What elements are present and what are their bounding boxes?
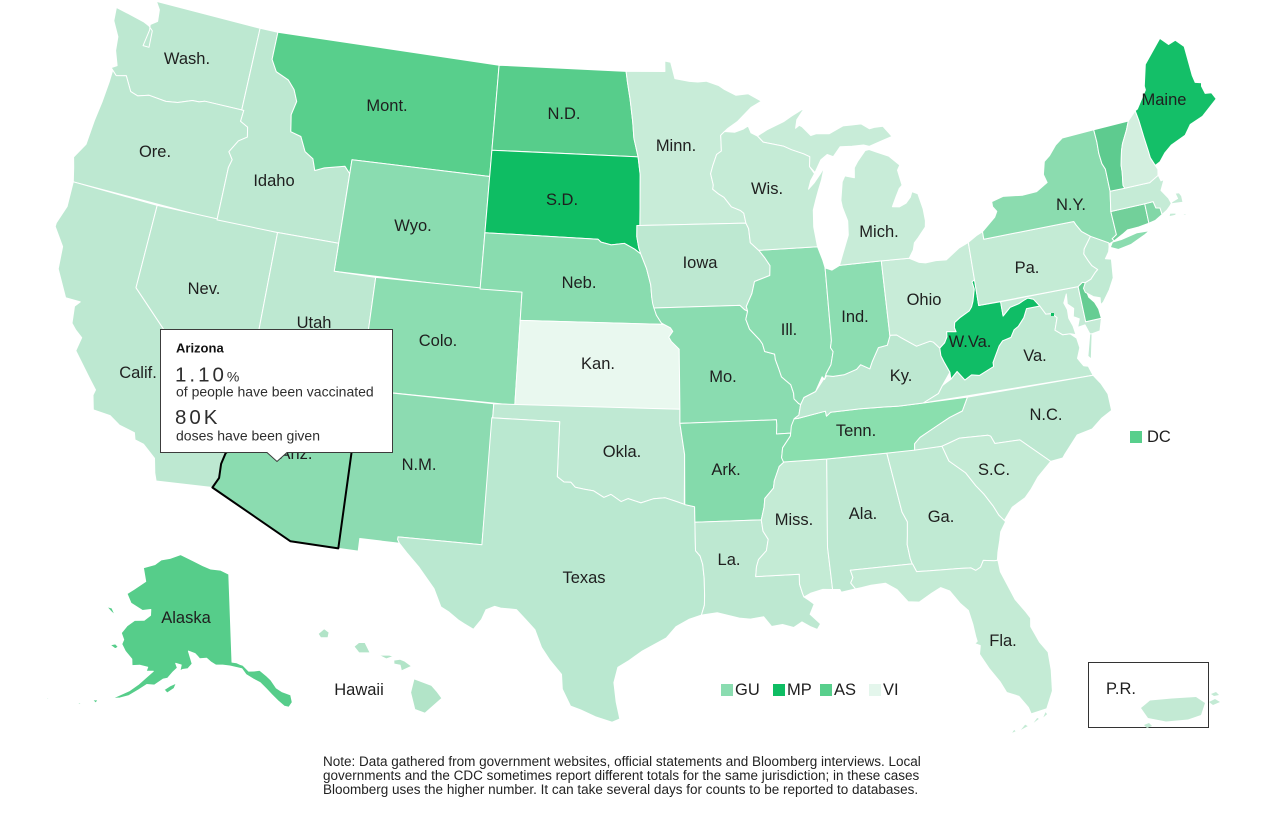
svg-text:Ore.: Ore. — [139, 143, 171, 161]
svg-text:Colo.: Colo. — [419, 332, 458, 350]
svg-text:of people have been vaccinated: of people have been vaccinated — [176, 384, 374, 400]
svg-text:Minn.: Minn. — [656, 137, 696, 155]
svg-text:Pa.: Pa. — [1015, 259, 1040, 277]
svg-text:Ill.: Ill. — [781, 321, 798, 339]
svg-text:Ala.: Ala. — [849, 505, 877, 523]
svg-text:Kan.: Kan. — [581, 355, 615, 373]
svg-text:VI: VI — [883, 681, 899, 699]
svg-text:Wyo.: Wyo. — [394, 217, 431, 235]
svg-text:1.10%: 1.10% — [175, 364, 239, 387]
svg-text:Neb.: Neb. — [562, 274, 597, 292]
svg-text:Utah: Utah — [297, 314, 332, 332]
svg-text:GU: GU — [735, 681, 760, 699]
svg-text:N.C.: N.C. — [1030, 406, 1063, 424]
svg-text:Texas: Texas — [562, 569, 605, 587]
svg-text:Nev.: Nev. — [188, 280, 221, 298]
svg-text:Mich.: Mich. — [859, 223, 898, 241]
svg-text:MP: MP — [787, 681, 812, 699]
svg-text:N.M.: N.M. — [402, 456, 437, 474]
svg-text:Wash.: Wash. — [164, 50, 210, 68]
svg-text:Ind.: Ind. — [841, 308, 869, 326]
svg-text:Alaska: Alaska — [161, 609, 211, 627]
svg-text:Fla.: Fla. — [989, 632, 1017, 650]
svg-text:Ky.: Ky. — [890, 367, 913, 385]
svg-text:Hawaii: Hawaii — [334, 681, 384, 699]
svg-text:Calif.: Calif. — [119, 364, 157, 382]
svg-text:S.C.: S.C. — [978, 461, 1010, 479]
svg-text:doses have been given: doses have been given — [176, 428, 320, 444]
svg-text:W.Va.: W.Va. — [949, 333, 992, 351]
svg-text:Mont.: Mont. — [366, 97, 407, 115]
svg-text:Wis.: Wis. — [751, 180, 783, 198]
svg-text:Mo.: Mo. — [709, 368, 737, 386]
svg-text:Ga.: Ga. — [928, 508, 955, 526]
svg-text:N.Y.: N.Y. — [1056, 196, 1086, 214]
svg-text:Miss.: Miss. — [775, 511, 814, 529]
svg-text:Iowa: Iowa — [683, 254, 719, 272]
svg-text:La.: La. — [718, 551, 741, 569]
svg-text:Okla.: Okla. — [603, 443, 642, 461]
svg-text:AS: AS — [834, 681, 856, 699]
svg-text:Ohio: Ohio — [907, 291, 942, 309]
svg-text:80K: 80K — [175, 406, 220, 429]
svg-text:Idaho: Idaho — [253, 172, 294, 190]
svg-text:S.D.: S.D. — [546, 191, 578, 209]
svg-text:N.D.: N.D. — [548, 105, 581, 123]
svg-text:P.R.: P.R. — [1106, 680, 1136, 698]
svg-text:Arizona: Arizona — [176, 341, 224, 356]
svg-text:Ark.: Ark. — [711, 461, 740, 479]
svg-text:DC: DC — [1147, 428, 1171, 446]
svg-text:Maine: Maine — [1142, 91, 1187, 109]
svg-text:Tenn.: Tenn. — [836, 422, 876, 440]
svg-text:Va.: Va. — [1023, 347, 1047, 365]
